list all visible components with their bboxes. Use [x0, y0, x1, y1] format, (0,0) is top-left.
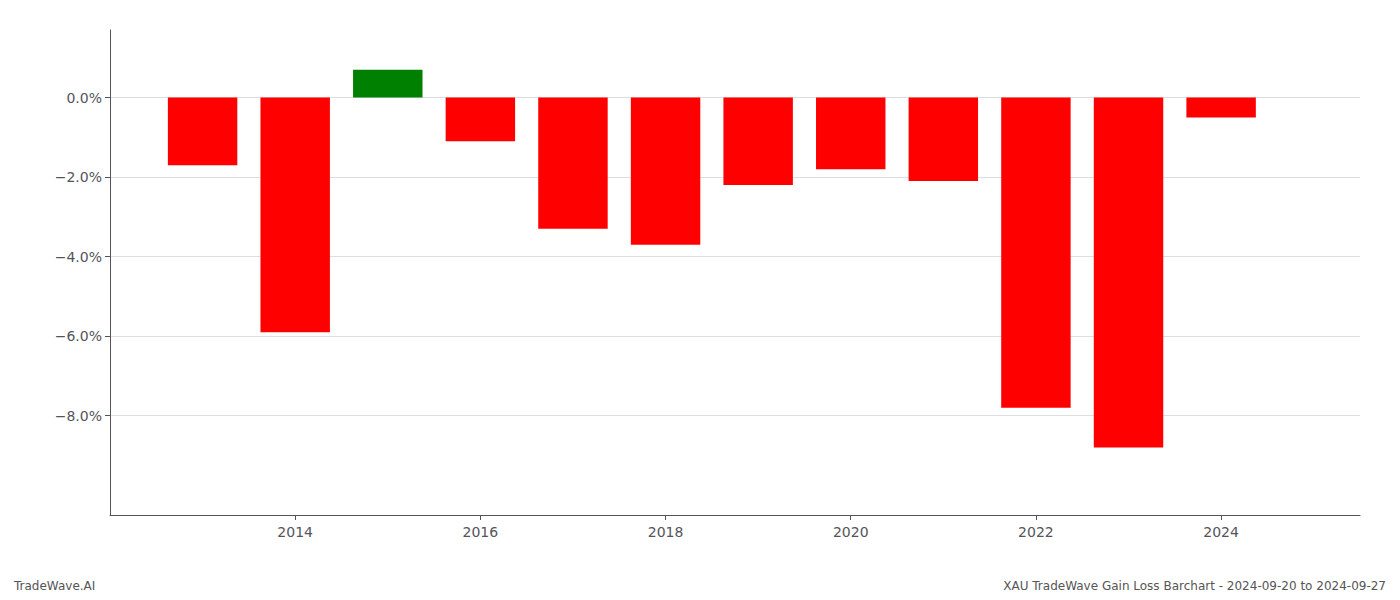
svg-text:−8.0%: −8.0%	[55, 408, 102, 424]
svg-text:2022: 2022	[1018, 524, 1054, 540]
svg-text:−2.0%: −2.0%	[55, 169, 102, 185]
svg-text:2018: 2018	[648, 524, 684, 540]
svg-text:TradeWave.AI: TradeWave.AI	[13, 579, 95, 593]
svg-text:2020: 2020	[833, 524, 869, 540]
svg-text:−4.0%: −4.0%	[55, 249, 102, 265]
svg-text:2024: 2024	[1203, 524, 1239, 540]
svg-text:2016: 2016	[463, 524, 499, 540]
svg-text:0.0%: 0.0%	[66, 90, 102, 106]
svg-text:2014: 2014	[277, 524, 313, 540]
svg-text:XAU TradeWave Gain Loss Barcha: XAU TradeWave Gain Loss Barchart - 2024-…	[1003, 579, 1386, 593]
svg-text:−6.0%: −6.0%	[55, 328, 102, 344]
